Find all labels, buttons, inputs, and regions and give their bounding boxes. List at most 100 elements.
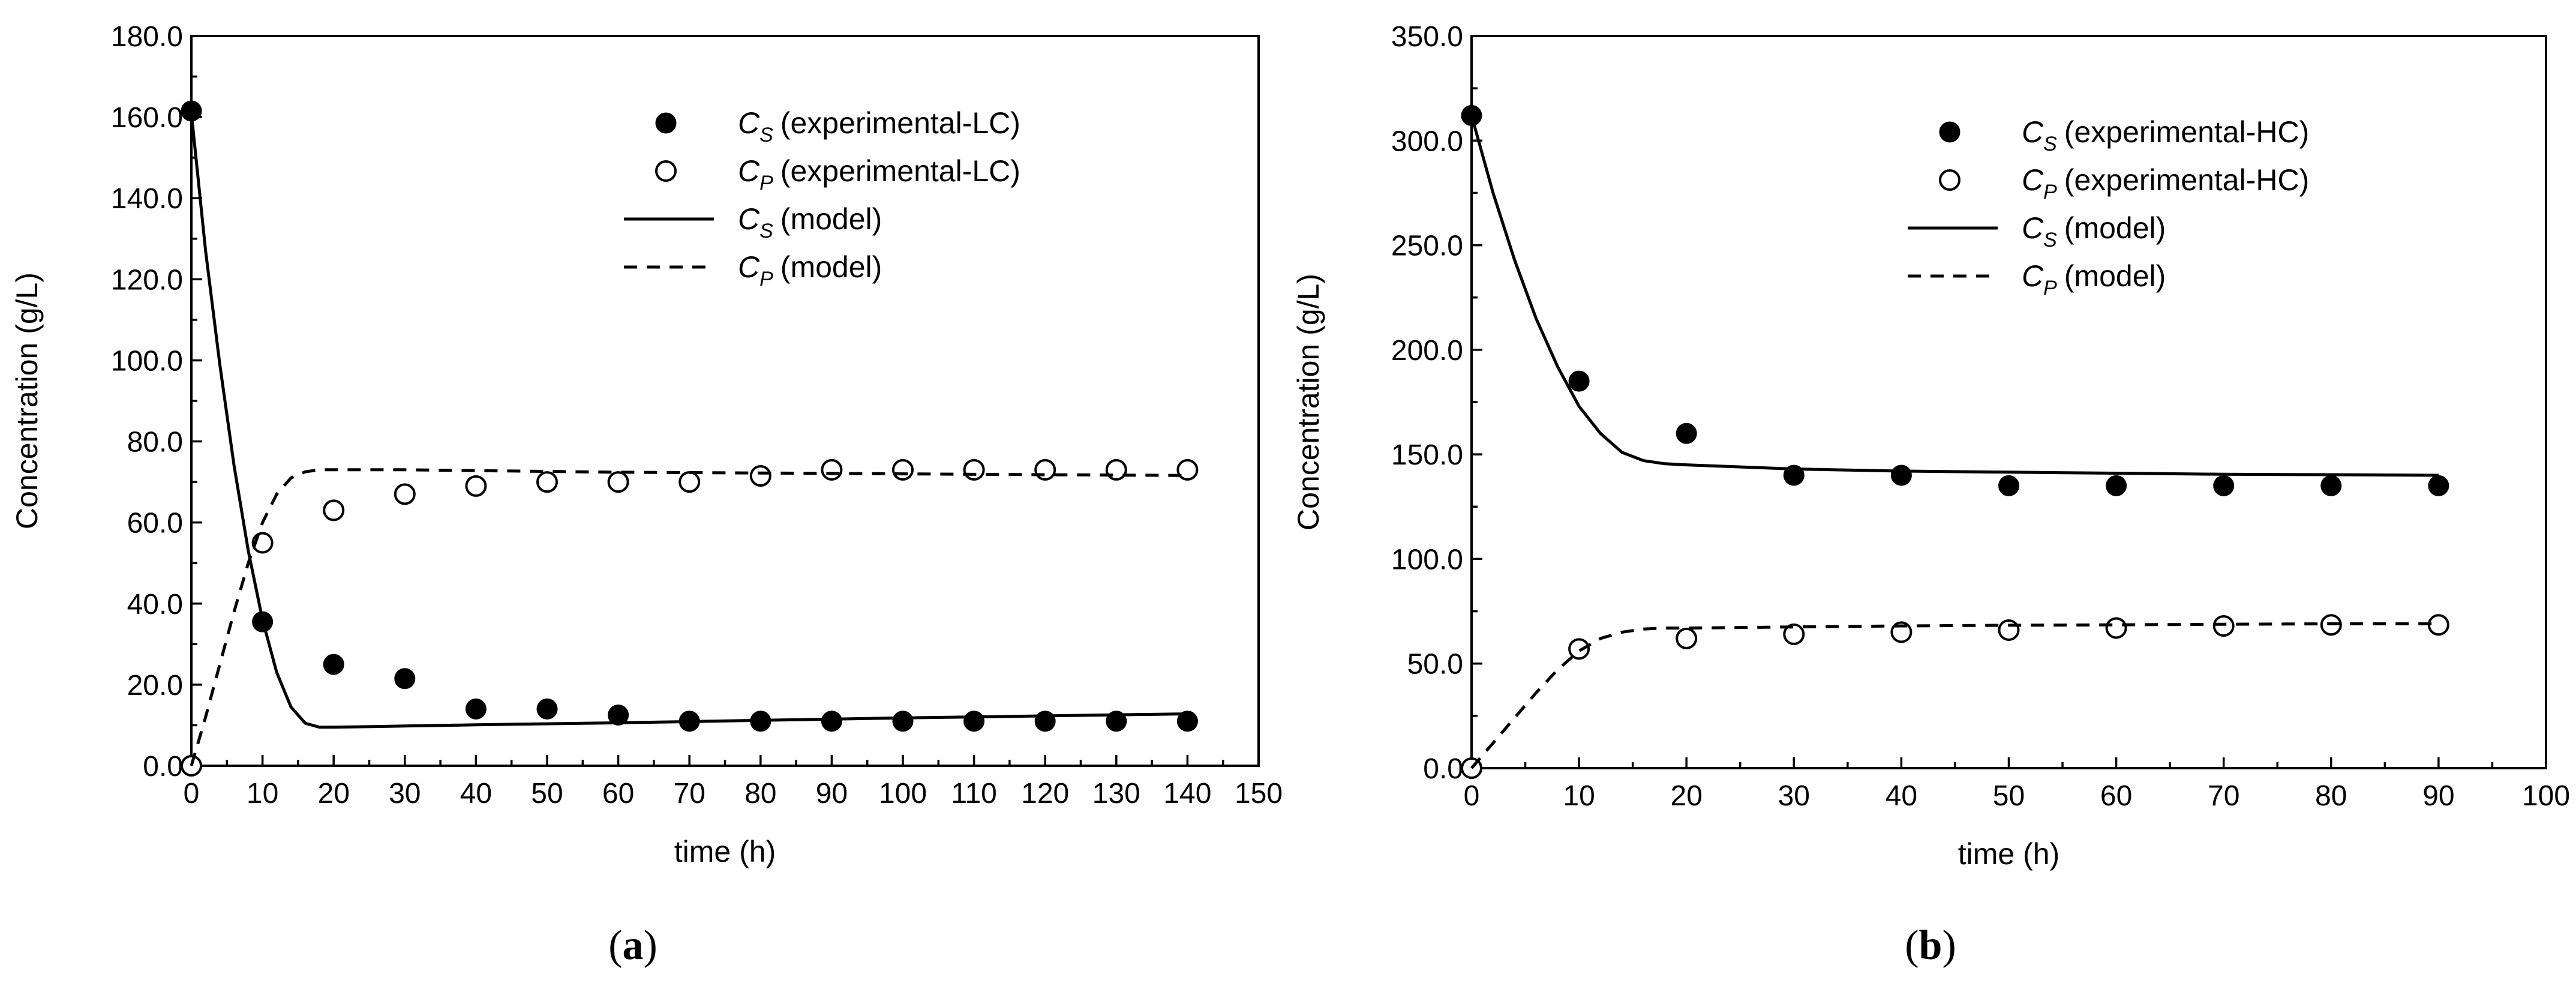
legend-symbol: C [738,202,760,236]
x-tick-label: 0 [1464,780,1480,812]
data-point-p [1783,623,1805,645]
data-point-p [1034,458,1056,481]
legend-label: (model) [2064,259,2166,293]
legend-marker [1939,169,1960,191]
legend-symbol: C [738,250,760,284]
y-tick-label: 80.0 [127,427,183,458]
legend-label: (experimental-LC) [780,154,1020,188]
legend-label: (model) [2064,211,2166,245]
data-point-p [749,464,771,487]
y-tick-label: 200.0 [1391,335,1463,367]
legend-entry: CS (model) [738,202,882,242]
data-point-s [1890,464,1912,486]
legend-marker [655,160,677,182]
x-tick-label: 10 [1563,780,1595,812]
legend-label: (experimental-HC) [2064,115,2309,149]
data-point-p [1998,619,2020,641]
data-point-p [394,483,416,505]
x-tick-label: 90 [2422,780,2454,812]
data-point-s [394,668,416,690]
legend-subscript: S [759,220,773,242]
legend-symbol: C [738,154,760,188]
series-line-p-model [190,468,1188,766]
y-tick-label: 140.0 [111,183,183,215]
legend-symbol: C [2022,211,2044,245]
data-point-s [963,711,985,732]
legend-entry: CP (experimental-HC) [2022,163,2309,203]
x-tick-label: 100 [2522,780,2570,812]
data-point-s [1176,711,1198,732]
legend-subscript: P [759,172,773,194]
x-tick-label: 50 [1993,780,2025,812]
y-tick-label: 150.0 [1391,439,1463,471]
data-point-p [821,458,843,481]
x-tick-label: 20 [1671,780,1703,812]
data-point-p [678,471,701,493]
panel-letter: b [1919,922,1942,969]
x-tick-label: 0 [184,778,200,810]
x-tick-label: 20 [318,778,350,810]
data-point-p [536,471,558,493]
data-point-p [1176,458,1199,481]
x-tick-label: 30 [1778,780,1810,812]
data-point-p [1568,638,1590,660]
legend-entry: CS (model) [2022,211,2166,251]
legend-label: (experimental-LC) [780,106,1020,140]
legend-entry: CS (experimental-HC) [2022,115,2309,155]
legend-subscript: P [2043,277,2057,299]
legend-marker [1939,121,1960,143]
data-point-p [2427,614,2449,636]
data-point-s [465,698,487,720]
data-point-p [892,458,914,481]
data-point-p [1676,627,1698,649]
legend: CS (experimental-HC)CP (experimental-HC)CS… [1908,115,2309,299]
x-tick-label: 60 [2100,780,2132,812]
legend-subscript: S [2043,229,2057,251]
y-tick-label: 60.0 [127,508,183,540]
data-point-s [323,654,344,675]
legend-label: (model) [780,202,882,236]
data-point-p [2105,617,2127,639]
data-point-p [323,499,345,522]
legend-label: (model) [780,250,882,284]
data-point-p [2212,615,2235,637]
legend-symbol: C [2022,259,2044,293]
x-tick-label: 30 [389,778,421,810]
y-tick-label: 0.0 [1423,753,1463,785]
y-tick-label: 120.0 [111,264,183,296]
y-axis-title: Concentration (g/L) [1292,274,1325,531]
chart-panel-a: 0 10 20 30 40 50 60 70 80 90 100 110 120 130 140 150 0.0… [10,21,1283,969]
data-point-s [2320,475,2342,496]
legend-symbol: C [2022,163,2044,197]
x-tick-label: 70 [2208,780,2239,812]
data-point-p [607,471,629,493]
series-line-s-model [190,113,1188,729]
legend: CS (experimental-LC)CP (experimental-LC)CS… [624,106,1020,290]
data-point-s [1461,104,1482,126]
x-tick-label: 130 [1092,778,1140,810]
y-tick-label: 100.0 [1391,544,1463,576]
x-tick-label: 80 [744,778,776,810]
y-tick-label: 20.0 [127,670,183,702]
legend-entry: CP (model) [738,250,882,290]
series-line-p-model [1470,622,2439,769]
data-point-s [1676,422,1697,444]
y-tick-label: 100.0 [111,345,183,377]
x-tick-label: 40 [1886,780,1917,812]
panel-letter: a [623,922,644,969]
legend-subscript: S [2043,133,2057,155]
x-tick-label: 100 [879,778,927,810]
legend-entry: CS (experimental-LC) [738,106,1020,146]
x-tick-label: 70 [674,778,705,810]
x-axis-title: time (h) [674,835,776,868]
legend-subscript: P [759,268,773,290]
data-point-p [465,475,487,497]
data-point-s [821,711,842,732]
y-tick-label: 250.0 [1391,230,1463,262]
legend-label: (experimental-HC) [2064,163,2309,197]
data-point-s [608,705,629,726]
legend-subscript: S [759,124,773,146]
data-point-s [2428,475,2449,496]
data-point-s [1998,475,2019,496]
